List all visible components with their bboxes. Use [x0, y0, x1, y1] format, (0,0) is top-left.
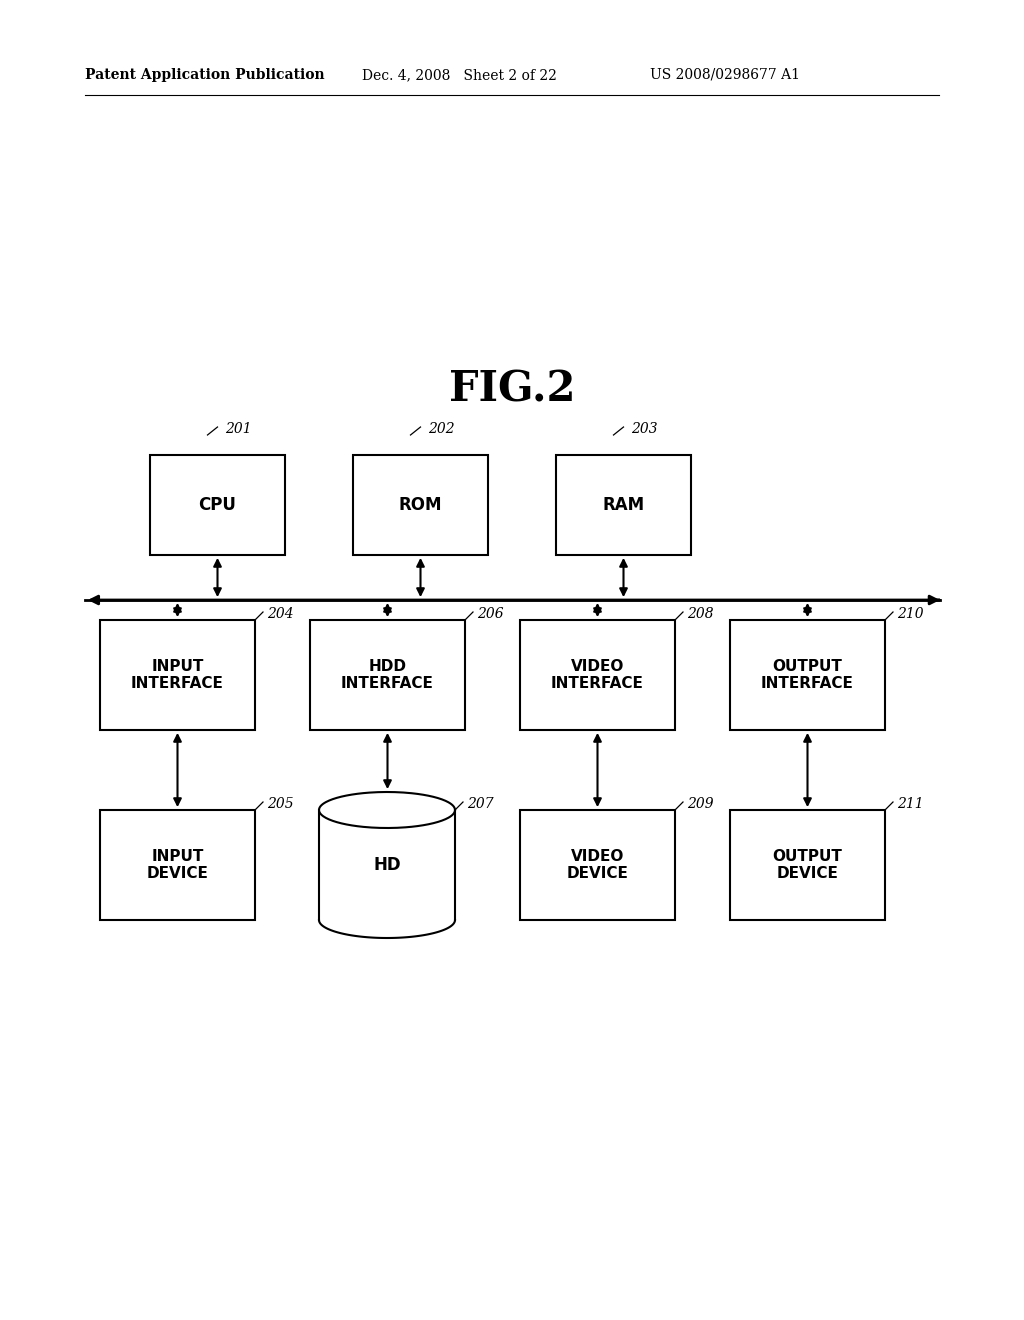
Text: 206: 206 [477, 607, 504, 620]
Polygon shape [319, 810, 455, 920]
Text: INPUT
INTERFACE: INPUT INTERFACE [131, 659, 224, 692]
Text: 204: 204 [267, 607, 294, 620]
Text: HDD
INTERFACE: HDD INTERFACE [341, 659, 434, 692]
Text: CPU: CPU [199, 496, 237, 513]
Bar [100, 620, 255, 730]
Bar [310, 620, 465, 730]
Bar [730, 620, 885, 730]
Text: VIDEO
INTERFACE: VIDEO INTERFACE [551, 659, 644, 692]
Bar [520, 620, 675, 730]
Text: Patent Application Publication: Patent Application Publication [85, 69, 325, 82]
Text: VIDEO
DEVICE: VIDEO DEVICE [566, 849, 629, 882]
Text: 201: 201 [225, 422, 252, 436]
Text: OUTPUT
INTERFACE: OUTPUT INTERFACE [761, 659, 854, 692]
Text: ROM: ROM [398, 496, 442, 513]
Text: OUTPUT
DEVICE: OUTPUT DEVICE [772, 849, 843, 882]
Text: 209: 209 [687, 797, 714, 810]
Text: RAM: RAM [602, 496, 644, 513]
Bar [520, 810, 675, 920]
Text: Dec. 4, 2008   Sheet 2 of 22: Dec. 4, 2008 Sheet 2 of 22 [362, 69, 557, 82]
Text: 202: 202 [428, 422, 455, 436]
Text: 211: 211 [897, 797, 924, 810]
Text: 205: 205 [267, 797, 294, 810]
Bar [556, 455, 691, 554]
Text: FIG.2: FIG.2 [449, 370, 575, 411]
Text: 207: 207 [467, 797, 494, 810]
Bar [353, 455, 488, 554]
Text: 210: 210 [897, 607, 924, 620]
Text: US 2008/0298677 A1: US 2008/0298677 A1 [650, 69, 800, 82]
Text: INPUT
DEVICE: INPUT DEVICE [146, 849, 209, 882]
Bar [100, 810, 255, 920]
Bar [730, 810, 885, 920]
Text: HD: HD [373, 855, 400, 874]
Bar [150, 455, 285, 554]
Text: 203: 203 [632, 422, 658, 436]
Text: 208: 208 [687, 607, 714, 620]
